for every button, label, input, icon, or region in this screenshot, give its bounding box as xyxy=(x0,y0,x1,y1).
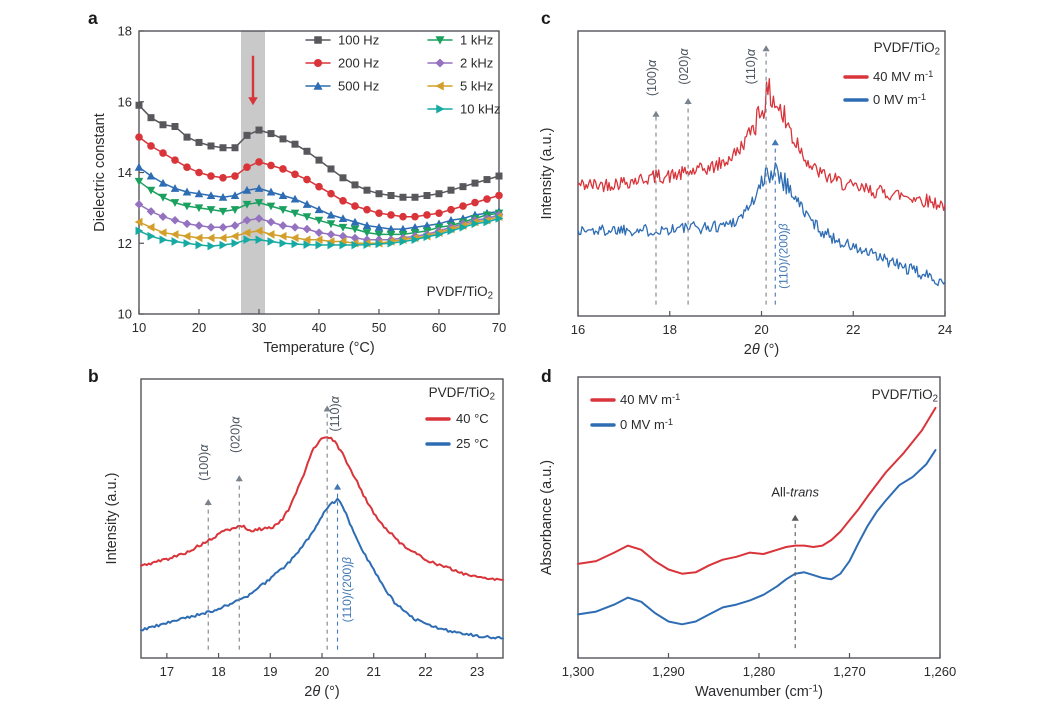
svg-text:1,270: 1,270 xyxy=(833,664,866,679)
svg-text:12: 12 xyxy=(118,236,132,251)
panel-d-ftir-chart: 1,300 1,290 1,280 1,270 1,260 Wavenumber (cm-… xyxy=(539,376,957,700)
svg-text:17: 17 xyxy=(160,664,174,679)
svg-text:500 Hz: 500 Hz xyxy=(338,79,379,94)
svg-text:16: 16 xyxy=(118,94,132,109)
svg-text:20: 20 xyxy=(192,320,206,335)
svg-text:70: 70 xyxy=(492,320,506,335)
svg-text:22: 22 xyxy=(418,664,432,679)
svg-text:14: 14 xyxy=(118,165,132,180)
svg-text:10 kHz: 10 kHz xyxy=(460,102,500,117)
svg-text:100 Hz: 100 Hz xyxy=(338,33,379,48)
svg-text:Intensity (a.u.): Intensity (a.u.) xyxy=(539,128,555,220)
svg-text:0 MV m-1: 0 MV m-1 xyxy=(620,417,673,432)
svg-text:1,260: 1,260 xyxy=(924,664,957,679)
panel-label-a: a xyxy=(88,8,98,28)
svg-text:18: 18 xyxy=(211,664,225,679)
panel-label-b: b xyxy=(88,366,99,386)
svg-text:16: 16 xyxy=(571,322,585,337)
svg-text:Intensity (a.u.): Intensity (a.u.) xyxy=(104,473,120,565)
svg-text:PVDF/TiO2: PVDF/TiO2 xyxy=(429,385,495,402)
svg-text:0 MV m-1: 0 MV m-1 xyxy=(873,92,926,107)
svg-text:Wavenumber (cm-1): Wavenumber (cm-1) xyxy=(695,683,823,700)
svg-text:50: 50 xyxy=(372,320,386,335)
svg-text:1,280: 1,280 xyxy=(743,664,776,679)
svg-text:40 °C: 40 °C xyxy=(456,411,489,426)
svg-text:24: 24 xyxy=(938,322,952,337)
svg-text:(110)/(200)β: (110)/(200)β xyxy=(340,557,354,622)
panel-b-xrd-temperature-chart: 17 18 19 20 21 22 23 2θ (°) Intensity (a.u.) (100… xyxy=(104,378,504,700)
svg-text:(100)α: (100)α xyxy=(197,444,211,481)
svg-text:1,300: 1,300 xyxy=(562,664,595,679)
svg-text:Temperature (°C): Temperature (°C) xyxy=(263,340,374,356)
svg-text:23: 23 xyxy=(470,664,484,679)
svg-text:18: 18 xyxy=(663,322,677,337)
svg-text:2θ (°): 2θ (°) xyxy=(744,342,779,358)
svg-text:(100)α: (100)α xyxy=(645,59,659,96)
svg-text:PVDF/TiO2: PVDF/TiO2 xyxy=(427,284,493,301)
svg-text:Dielectric constant: Dielectric constant xyxy=(92,113,108,231)
panel-a-dielectric-chart: 10 20 30 40 50 60 70 10 12 14 16 18 Temperature (°C)… xyxy=(92,24,506,357)
svg-text:25 °C: 25 °C xyxy=(456,436,489,451)
svg-text:1 kHz: 1 kHz xyxy=(460,33,493,48)
svg-text:22: 22 xyxy=(846,322,860,337)
panel-c-xrd-field-chart: 16 18 20 22 24 2θ (°) Intensity (a.u.) (100)α (0… xyxy=(539,30,952,358)
svg-text:10: 10 xyxy=(118,307,132,322)
svg-text:40 MV m-1: 40 MV m-1 xyxy=(873,69,933,84)
svg-text:PVDF/TiO2: PVDF/TiO2 xyxy=(872,387,938,404)
svg-text:20: 20 xyxy=(315,664,329,679)
svg-text:Absorbance (a.u.): Absorbance (a.u.) xyxy=(539,460,555,575)
svg-text:(020)α: (020)α xyxy=(677,48,691,85)
svg-text:2 kHz: 2 kHz xyxy=(460,56,493,71)
svg-text:(110)α: (110)α xyxy=(744,48,758,84)
svg-text:21: 21 xyxy=(366,664,380,679)
panel-label-c: c xyxy=(541,8,551,28)
svg-text:All-trans: All-trans xyxy=(771,484,819,499)
svg-text:20: 20 xyxy=(754,322,768,337)
svg-text:1,290: 1,290 xyxy=(652,664,685,679)
svg-text:PVDF/TiO2: PVDF/TiO2 xyxy=(874,40,940,57)
svg-text:40 MV m-1: 40 MV m-1 xyxy=(620,392,680,407)
svg-text:5 kHz: 5 kHz xyxy=(460,79,493,94)
svg-text:10: 10 xyxy=(132,320,146,335)
svg-text:18: 18 xyxy=(118,24,132,39)
svg-text:(020)α: (020)α xyxy=(228,416,242,453)
panel-label-d: d xyxy=(541,366,552,386)
svg-text:(110)α: (110)α xyxy=(328,395,342,431)
svg-text:200 Hz: 200 Hz xyxy=(338,56,379,71)
svg-text:30: 30 xyxy=(252,320,266,335)
svg-text:2θ (°): 2θ (°) xyxy=(304,684,339,700)
svg-text:60: 60 xyxy=(432,320,446,335)
svg-text:(110)/(200)β: (110)/(200)β xyxy=(777,223,791,288)
svg-text:19: 19 xyxy=(263,664,277,679)
svg-text:40: 40 xyxy=(312,320,326,335)
